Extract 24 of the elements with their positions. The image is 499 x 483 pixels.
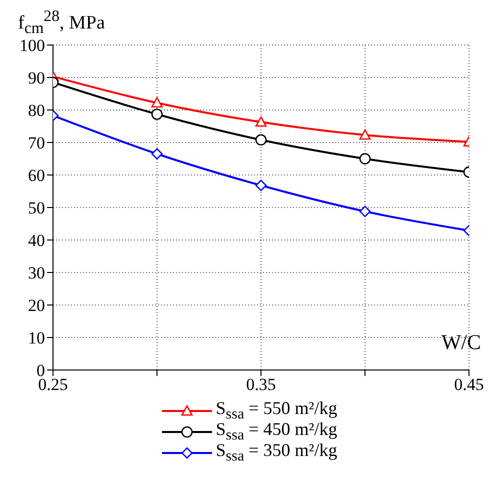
y-tick-label: 10 xyxy=(28,328,45,348)
x-tick-label: 0.35 xyxy=(246,375,276,394)
y-tick-label: 50 xyxy=(28,198,45,218)
y-tick-label: 20 xyxy=(28,296,45,316)
y-tick-label: 40 xyxy=(28,231,45,250)
y-axis-title: f$_{cm}$$^{28}$, MPa xyxy=(18,8,105,38)
point xyxy=(359,153,371,164)
point xyxy=(151,148,163,160)
point xyxy=(255,180,267,192)
y-tick-label: 60 xyxy=(28,166,45,186)
point xyxy=(359,129,371,140)
x-tick-label: 0.25 xyxy=(38,375,68,394)
y-tick-label: 30 xyxy=(28,264,45,283)
point xyxy=(255,116,267,127)
point xyxy=(255,134,267,146)
point xyxy=(151,108,163,120)
x-axis-title: W/C xyxy=(441,330,481,355)
point xyxy=(151,97,163,108)
x-tick-label: 0.45 xyxy=(454,375,484,394)
y-tick-label: 80 xyxy=(28,101,45,120)
point xyxy=(359,206,371,218)
y-tick-label: 100 xyxy=(20,36,45,56)
y-tick-label: 90 xyxy=(28,68,45,88)
y-tick-label: 70 xyxy=(28,134,45,153)
